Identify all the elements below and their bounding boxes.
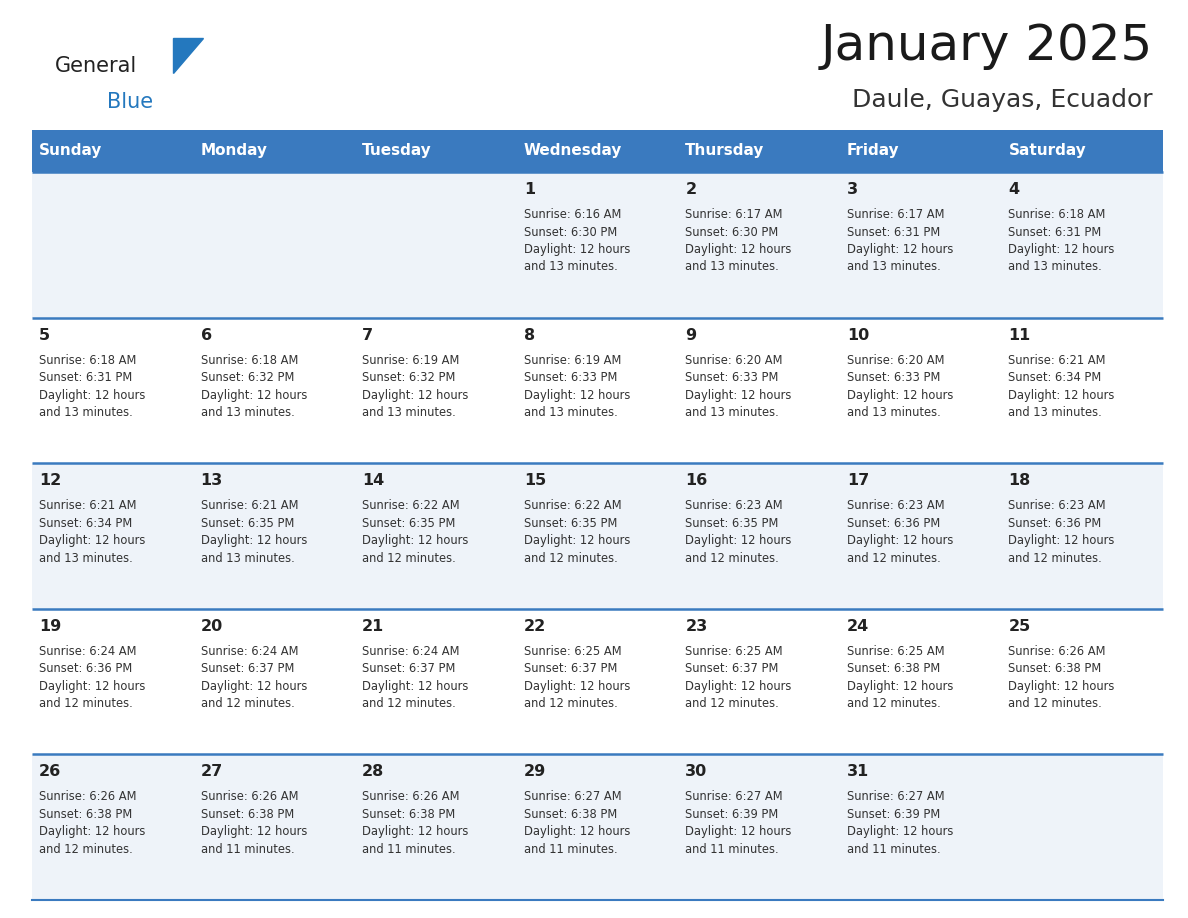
Bar — [32, 755, 1163, 900]
Bar — [32, 609, 1163, 755]
Text: Sunrise: 6:22 AM
Sunset: 6:35 PM
Daylight: 12 hours
and 12 minutes.: Sunrise: 6:22 AM Sunset: 6:35 PM Dayligh… — [524, 499, 630, 565]
Text: Sunrise: 6:25 AM
Sunset: 6:37 PM
Daylight: 12 hours
and 12 minutes.: Sunrise: 6:25 AM Sunset: 6:37 PM Dayligh… — [685, 644, 791, 711]
Text: 7: 7 — [362, 328, 373, 342]
Text: 8: 8 — [524, 328, 535, 342]
Text: Thursday: Thursday — [685, 143, 765, 159]
Text: 20: 20 — [201, 619, 223, 633]
Text: Sunrise: 6:27 AM
Sunset: 6:39 PM
Daylight: 12 hours
and 11 minutes.: Sunrise: 6:27 AM Sunset: 6:39 PM Dayligh… — [685, 790, 791, 856]
Text: 31: 31 — [847, 765, 870, 779]
Text: Sunrise: 6:18 AM
Sunset: 6:31 PM
Daylight: 12 hours
and 13 minutes.: Sunrise: 6:18 AM Sunset: 6:31 PM Dayligh… — [39, 353, 145, 420]
Text: 24: 24 — [847, 619, 870, 633]
Text: Sunrise: 6:17 AM
Sunset: 6:30 PM
Daylight: 12 hours
and 13 minutes.: Sunrise: 6:17 AM Sunset: 6:30 PM Dayligh… — [685, 208, 791, 274]
Text: Sunrise: 6:23 AM
Sunset: 6:36 PM
Daylight: 12 hours
and 12 minutes.: Sunrise: 6:23 AM Sunset: 6:36 PM Dayligh… — [847, 499, 953, 565]
Text: 16: 16 — [685, 473, 708, 488]
Text: Friday: Friday — [847, 143, 899, 159]
Text: 14: 14 — [362, 473, 385, 488]
Text: 1: 1 — [524, 182, 535, 197]
Text: Daule, Guayas, Ecuador: Daule, Guayas, Ecuador — [852, 88, 1154, 112]
Text: Sunrise: 6:25 AM
Sunset: 6:38 PM
Daylight: 12 hours
and 12 minutes.: Sunrise: 6:25 AM Sunset: 6:38 PM Dayligh… — [847, 644, 953, 711]
Text: 26: 26 — [39, 765, 62, 779]
Text: Sunrise: 6:25 AM
Sunset: 6:37 PM
Daylight: 12 hours
and 12 minutes.: Sunrise: 6:25 AM Sunset: 6:37 PM Dayligh… — [524, 644, 630, 711]
Text: Sunday: Sunday — [39, 143, 102, 159]
Polygon shape — [173, 38, 203, 73]
Text: 19: 19 — [39, 619, 62, 633]
Text: 12: 12 — [39, 473, 62, 488]
Text: Blue: Blue — [107, 92, 153, 112]
Text: 23: 23 — [685, 619, 708, 633]
Text: Monday: Monday — [201, 143, 267, 159]
Bar — [32, 172, 1163, 318]
Text: 13: 13 — [201, 473, 223, 488]
Text: Sunrise: 6:26 AM
Sunset: 6:38 PM
Daylight: 12 hours
and 11 minutes.: Sunrise: 6:26 AM Sunset: 6:38 PM Dayligh… — [362, 790, 468, 856]
Text: 27: 27 — [201, 765, 223, 779]
Text: Sunrise: 6:24 AM
Sunset: 6:37 PM
Daylight: 12 hours
and 12 minutes.: Sunrise: 6:24 AM Sunset: 6:37 PM Dayligh… — [362, 644, 468, 711]
Text: Sunrise: 6:23 AM
Sunset: 6:35 PM
Daylight: 12 hours
and 12 minutes.: Sunrise: 6:23 AM Sunset: 6:35 PM Dayligh… — [685, 499, 791, 565]
Text: 10: 10 — [847, 328, 870, 342]
Text: 17: 17 — [847, 473, 870, 488]
Text: Sunrise: 6:24 AM
Sunset: 6:37 PM
Daylight: 12 hours
and 12 minutes.: Sunrise: 6:24 AM Sunset: 6:37 PM Dayligh… — [201, 644, 307, 711]
Text: 22: 22 — [524, 619, 546, 633]
Text: Sunrise: 6:16 AM
Sunset: 6:30 PM
Daylight: 12 hours
and 13 minutes.: Sunrise: 6:16 AM Sunset: 6:30 PM Dayligh… — [524, 208, 630, 274]
Text: Sunrise: 6:21 AM
Sunset: 6:34 PM
Daylight: 12 hours
and 13 minutes.: Sunrise: 6:21 AM Sunset: 6:34 PM Dayligh… — [39, 499, 145, 565]
Text: Wednesday: Wednesday — [524, 143, 623, 159]
Text: Sunrise: 6:27 AM
Sunset: 6:38 PM
Daylight: 12 hours
and 11 minutes.: Sunrise: 6:27 AM Sunset: 6:38 PM Dayligh… — [524, 790, 630, 856]
Text: 29: 29 — [524, 765, 546, 779]
Text: 3: 3 — [847, 182, 858, 197]
Text: 2: 2 — [685, 182, 696, 197]
Text: General: General — [55, 56, 138, 76]
Text: Sunrise: 6:21 AM
Sunset: 6:35 PM
Daylight: 12 hours
and 13 minutes.: Sunrise: 6:21 AM Sunset: 6:35 PM Dayligh… — [201, 499, 307, 565]
Text: Sunrise: 6:26 AM
Sunset: 6:38 PM
Daylight: 12 hours
and 12 minutes.: Sunrise: 6:26 AM Sunset: 6:38 PM Dayligh… — [1009, 644, 1114, 711]
Text: Sunrise: 6:24 AM
Sunset: 6:36 PM
Daylight: 12 hours
and 12 minutes.: Sunrise: 6:24 AM Sunset: 6:36 PM Dayligh… — [39, 644, 145, 711]
Text: 28: 28 — [362, 765, 385, 779]
Text: Sunrise: 6:26 AM
Sunset: 6:38 PM
Daylight: 12 hours
and 12 minutes.: Sunrise: 6:26 AM Sunset: 6:38 PM Dayligh… — [39, 790, 145, 856]
Text: Sunrise: 6:19 AM
Sunset: 6:32 PM
Daylight: 12 hours
and 13 minutes.: Sunrise: 6:19 AM Sunset: 6:32 PM Dayligh… — [362, 353, 468, 420]
Text: 15: 15 — [524, 473, 546, 488]
Text: 4: 4 — [1009, 182, 1019, 197]
Text: Sunrise: 6:26 AM
Sunset: 6:38 PM
Daylight: 12 hours
and 11 minutes.: Sunrise: 6:26 AM Sunset: 6:38 PM Dayligh… — [201, 790, 307, 856]
Text: Sunrise: 6:17 AM
Sunset: 6:31 PM
Daylight: 12 hours
and 13 minutes.: Sunrise: 6:17 AM Sunset: 6:31 PM Dayligh… — [847, 208, 953, 274]
Text: 5: 5 — [39, 328, 50, 342]
Text: Tuesday: Tuesday — [362, 143, 432, 159]
Text: 18: 18 — [1009, 473, 1031, 488]
Text: Sunrise: 6:18 AM
Sunset: 6:32 PM
Daylight: 12 hours
and 13 minutes.: Sunrise: 6:18 AM Sunset: 6:32 PM Dayligh… — [201, 353, 307, 420]
Text: Sunrise: 6:20 AM
Sunset: 6:33 PM
Daylight: 12 hours
and 13 minutes.: Sunrise: 6:20 AM Sunset: 6:33 PM Dayligh… — [685, 353, 791, 420]
Text: Sunrise: 6:27 AM
Sunset: 6:39 PM
Daylight: 12 hours
and 11 minutes.: Sunrise: 6:27 AM Sunset: 6:39 PM Dayligh… — [847, 790, 953, 856]
Text: 25: 25 — [1009, 619, 1031, 633]
Text: January 2025: January 2025 — [821, 22, 1154, 70]
Text: Sunrise: 6:20 AM
Sunset: 6:33 PM
Daylight: 12 hours
and 13 minutes.: Sunrise: 6:20 AM Sunset: 6:33 PM Dayligh… — [847, 353, 953, 420]
Text: 21: 21 — [362, 619, 385, 633]
Text: 11: 11 — [1009, 328, 1031, 342]
Bar — [32, 464, 1163, 609]
Text: 6: 6 — [201, 328, 211, 342]
Text: Sunrise: 6:22 AM
Sunset: 6:35 PM
Daylight: 12 hours
and 12 minutes.: Sunrise: 6:22 AM Sunset: 6:35 PM Dayligh… — [362, 499, 468, 565]
Text: Sunrise: 6:21 AM
Sunset: 6:34 PM
Daylight: 12 hours
and 13 minutes.: Sunrise: 6:21 AM Sunset: 6:34 PM Dayligh… — [1009, 353, 1114, 420]
Bar — [32, 130, 1163, 172]
Text: 30: 30 — [685, 765, 708, 779]
Text: Sunrise: 6:19 AM
Sunset: 6:33 PM
Daylight: 12 hours
and 13 minutes.: Sunrise: 6:19 AM Sunset: 6:33 PM Dayligh… — [524, 353, 630, 420]
Text: Sunrise: 6:23 AM
Sunset: 6:36 PM
Daylight: 12 hours
and 12 minutes.: Sunrise: 6:23 AM Sunset: 6:36 PM Dayligh… — [1009, 499, 1114, 565]
Text: Saturday: Saturday — [1009, 143, 1086, 159]
Text: Sunrise: 6:18 AM
Sunset: 6:31 PM
Daylight: 12 hours
and 13 minutes.: Sunrise: 6:18 AM Sunset: 6:31 PM Dayligh… — [1009, 208, 1114, 274]
Text: 9: 9 — [685, 328, 696, 342]
Bar — [32, 318, 1163, 464]
